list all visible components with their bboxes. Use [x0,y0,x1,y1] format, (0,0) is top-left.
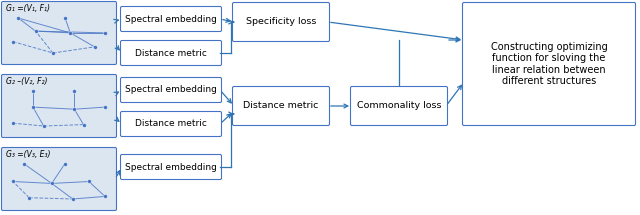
FancyBboxPatch shape [1,147,116,210]
FancyBboxPatch shape [351,86,447,126]
FancyBboxPatch shape [120,155,221,180]
FancyBboxPatch shape [120,40,221,66]
Text: Constructing optimizing
function for sloving the
linear relation between
differe: Constructing optimizing function for slo… [491,41,607,86]
Text: Distance metric: Distance metric [135,49,207,57]
Text: G₁ =(V₁, F₁): G₁ =(V₁, F₁) [6,4,50,13]
Text: Spectral embedding: Spectral embedding [125,86,217,95]
Text: G₂ –(V₂, F₂): G₂ –(V₂, F₂) [6,77,47,86]
FancyBboxPatch shape [232,86,330,126]
FancyBboxPatch shape [120,6,221,32]
Text: G₃ =(V₃, E₃): G₃ =(V₃, E₃) [6,150,51,159]
FancyBboxPatch shape [463,3,636,126]
Text: Commonality loss: Commonality loss [356,101,441,111]
Text: Distance metric: Distance metric [135,120,207,129]
Text: Distance metric: Distance metric [243,101,319,111]
FancyBboxPatch shape [120,112,221,137]
Text: Spectral embedding: Spectral embedding [125,14,217,23]
FancyBboxPatch shape [232,3,330,41]
FancyBboxPatch shape [1,75,116,138]
Text: Spectral embedding: Spectral embedding [125,163,217,172]
FancyBboxPatch shape [120,77,221,103]
Text: Specificity loss: Specificity loss [246,17,316,26]
FancyBboxPatch shape [1,2,116,64]
